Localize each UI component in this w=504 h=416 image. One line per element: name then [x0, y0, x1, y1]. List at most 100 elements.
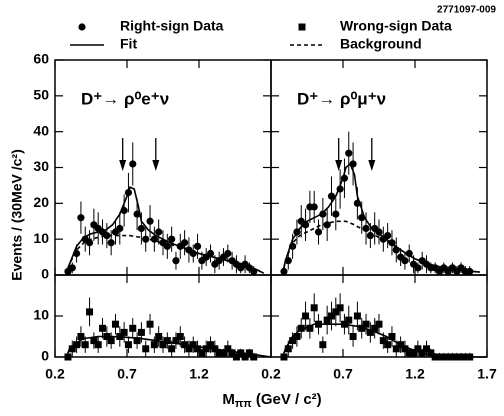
data-point [77, 333, 85, 340]
data-point [375, 228, 383, 236]
x-axis-label: Mππ (GeV / c²) [222, 391, 321, 410]
data-point [64, 353, 72, 361]
data-point [405, 249, 413, 258]
data-point [120, 328, 128, 336]
data-point [90, 337, 98, 345]
data-point [163, 242, 171, 250]
data-point [327, 192, 336, 200]
data-point [142, 345, 150, 353]
data-point [81, 341, 89, 349]
data-point [181, 239, 189, 247]
x-tick-label: 1.2 [405, 366, 425, 382]
data-point [163, 337, 171, 345]
data-point [323, 316, 331, 324]
data-point [228, 349, 236, 357]
data-point [77, 214, 85, 222]
data-point [129, 160, 137, 168]
data-point [155, 333, 163, 340]
data-point [198, 349, 206, 357]
data-point [297, 324, 305, 332]
data-point [172, 257, 180, 265]
data-point [73, 341, 81, 349]
data-point [384, 231, 392, 240]
y-tick-label: 20 [33, 194, 49, 210]
legend-marker [298, 23, 306, 31]
data-point [306, 324, 314, 332]
data-point [107, 239, 115, 247]
data-point [133, 337, 141, 345]
data-point [194, 345, 202, 353]
data-point [414, 345, 422, 353]
decay-annotation: D⁺→ ρ⁰e⁺ν [81, 89, 169, 108]
y-tick-label: 40 [33, 122, 49, 138]
data-point [392, 345, 400, 353]
data-point [85, 239, 94, 247]
data-point [349, 333, 357, 340]
data-point [86, 308, 94, 316]
cut-arrow-head [368, 160, 376, 171]
data-point [336, 304, 344, 312]
y-tick-label: 10 [33, 307, 49, 323]
data-point [68, 345, 76, 353]
y-tick-label: 0 [41, 266, 49, 282]
data-point [345, 316, 353, 324]
data-point [332, 210, 340, 218]
x-tick-label: 0.7 [333, 366, 353, 382]
data-point [314, 228, 323, 236]
data-point [202, 345, 210, 353]
data-point [137, 224, 145, 233]
data-point [366, 328, 374, 336]
data-point [345, 149, 353, 157]
x-tick-label: 0.2 [261, 366, 281, 382]
data-point [159, 341, 167, 349]
data-point [189, 341, 197, 349]
data-point [293, 333, 301, 340]
data-point [224, 249, 232, 258]
data-point [207, 341, 215, 349]
data-point [250, 353, 258, 361]
y-tick-label: 0 [41, 348, 49, 364]
data-point [116, 224, 124, 233]
y-tick-label: 10 [33, 230, 49, 246]
data-point [310, 304, 318, 312]
data-point [146, 320, 154, 328]
cut-arrow-head [119, 160, 127, 171]
data-point [176, 333, 184, 340]
data-point [384, 341, 392, 349]
data-point [401, 257, 409, 265]
data-point [423, 345, 431, 353]
data-point [185, 345, 193, 353]
fit-curve [281, 220, 480, 276]
data-point [427, 349, 435, 357]
data-point [310, 203, 318, 211]
cut-arrow-head [335, 160, 343, 171]
data-point [68, 264, 76, 272]
data-point [193, 242, 202, 250]
data-point [323, 221, 331, 229]
data-point [168, 235, 176, 243]
data-point [401, 345, 409, 353]
data-point [362, 320, 370, 328]
data-point [124, 341, 132, 349]
data-point [111, 320, 119, 328]
fit-curve [65, 335, 272, 358]
fit-curve [65, 234, 265, 276]
figure-id: 2771097-009 [437, 5, 496, 16]
data-point [301, 221, 310, 229]
legend-label: Wrong-sign Data [340, 18, 452, 34]
x-label-symbol: M [222, 391, 235, 408]
data-point [332, 308, 340, 316]
data-point [172, 337, 180, 345]
data-point [107, 337, 115, 345]
y-tick-label: 50 [33, 87, 49, 103]
data-point [137, 328, 145, 336]
data-point [150, 341, 158, 349]
data-point [319, 210, 327, 218]
y-tick-label: 60 [33, 51, 49, 67]
cut-arrow-head [152, 160, 160, 171]
data-point [405, 349, 413, 357]
data-point [319, 341, 327, 349]
legend-label: Fit [120, 36, 137, 52]
decay-annotation: D⁺→ ρ⁰μ⁺ν [297, 89, 386, 108]
